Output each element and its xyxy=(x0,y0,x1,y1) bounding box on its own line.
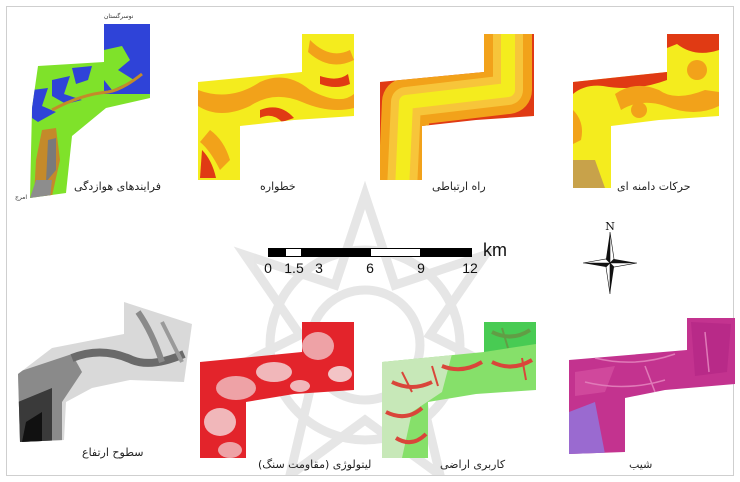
slope-movements-map xyxy=(573,34,719,188)
panel-elevation: سطوح ارتفاع xyxy=(12,262,192,477)
scale-tick-label: 12 xyxy=(462,260,478,276)
panel-label: فرایندهای هوازدگی xyxy=(74,180,161,193)
scale-seg xyxy=(370,248,421,257)
panel-weathering: نوسرگستان امرج فرایندهای هوازدگی xyxy=(12,10,192,225)
scale-unit: km xyxy=(483,240,507,260)
scale-tick-label: 0 xyxy=(264,260,272,276)
compass-rose-icon xyxy=(583,232,637,294)
landuse-map xyxy=(382,322,536,458)
scale-tick-label: 3 xyxy=(315,260,323,276)
panel-label: لیتولوژی (مقاومت سنگ) xyxy=(258,458,372,471)
scale-bar-segments xyxy=(268,248,472,257)
panel-landuse: کاربری اراضی xyxy=(372,262,552,477)
scale-bar: 0 1.5 3 6 9 12 km xyxy=(258,240,528,285)
panel-hazard: خطواره xyxy=(190,10,370,225)
panel-label: شیب xyxy=(629,458,653,471)
panel-label: سطوح ارتفاع xyxy=(82,446,144,459)
panel-label: راه ارتباطی xyxy=(432,180,486,193)
scale-seg xyxy=(285,248,302,257)
panel-slope: شیب xyxy=(555,262,735,477)
road-map xyxy=(380,34,534,180)
scale-seg xyxy=(421,248,472,257)
hazard-map xyxy=(198,34,354,180)
slope-map xyxy=(569,318,735,454)
scale-seg xyxy=(319,248,370,257)
panel-lithology: لیتولوژی (مقاومت سنگ) xyxy=(190,262,372,477)
panel-label: حرکات دامنه ای xyxy=(617,180,691,193)
north-arrow: N xyxy=(583,220,637,295)
scale-tick-label: 1.5 xyxy=(284,260,304,276)
panel-slope-movements: حرکات دامنه ای xyxy=(555,10,735,225)
panel-label: کاربری اراضی xyxy=(440,458,506,471)
scale-tick-label: 9 xyxy=(417,260,425,276)
scale-seg xyxy=(302,248,319,257)
north-label: N xyxy=(605,220,615,233)
panel-label: خطواره xyxy=(260,180,296,193)
scale-seg xyxy=(268,248,285,257)
panel-road: راه ارتباطی xyxy=(372,10,552,225)
lithology-map xyxy=(200,322,354,458)
elevation-map xyxy=(18,302,192,442)
weathering-map xyxy=(30,24,150,198)
scale-tick-label: 6 xyxy=(366,260,374,276)
corner-label-top: نوسرگستان xyxy=(104,13,134,20)
corner-label-bottom: امرج xyxy=(15,194,28,201)
